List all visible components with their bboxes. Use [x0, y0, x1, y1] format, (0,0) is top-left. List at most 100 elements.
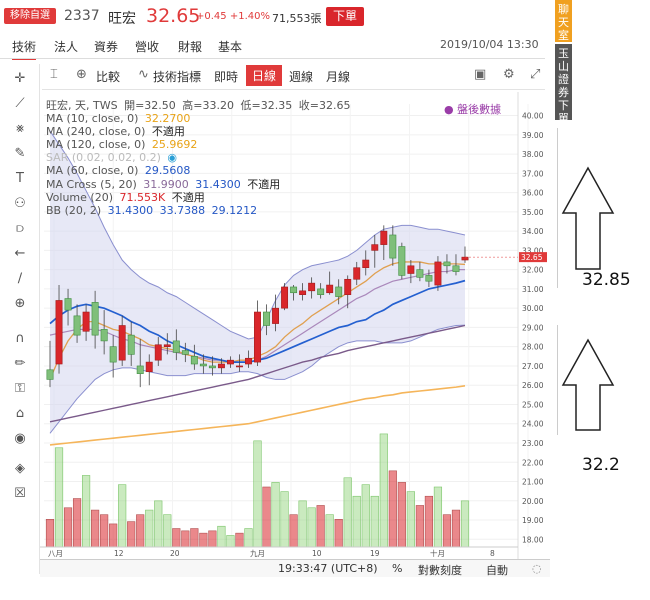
daily-button[interactable]: 日線 [246, 65, 283, 86]
legend-macross[interactable]: MA Cross (5, 20) 31.9900 31.4300 不適用 [46, 178, 353, 191]
tab-fundamentals[interactable]: 基本 [218, 40, 243, 54]
candle-body [91, 302, 99, 336]
fib-icon[interactable]: ⨳ [15, 121, 25, 136]
tab-revenue[interactable]: 營收 [135, 40, 160, 54]
y-tick-label: 29.00 [522, 323, 544, 332]
legend-ma60-value: 29.5608 [144, 164, 191, 178]
candle-body [217, 363, 225, 369]
candle-body [109, 346, 117, 363]
esun-order-link[interactable]: 玉山證券下單 [555, 44, 572, 125]
candle-body [136, 365, 144, 374]
volume-bar [397, 482, 406, 548]
clock-readout: 19:33:47 (UTC+8) [278, 562, 378, 575]
candle-body [416, 269, 424, 278]
monthly-button[interactable]: 月線 [326, 70, 351, 84]
crosshair-icon[interactable]: ✛ [14, 71, 26, 86]
price-chart[interactable]: 18.00 19.00 20.00 21.00 22.00 23.00 24.00 25.00… [40, 92, 550, 559]
lock-icon[interactable]: ⚿ [15, 381, 25, 396]
after-hours-badge[interactable]: ● 盤後數據 [444, 103, 502, 116]
volume-bar [271, 482, 280, 548]
candle-body [272, 307, 280, 324]
auto-scale-toggle[interactable]: 自動 [486, 564, 508, 577]
legend-sar[interactable]: SAR (0.02, 0.02, 0.2) ◉ [46, 151, 353, 164]
x-tick-label: 19 [370, 549, 380, 558]
trash-icon[interactable]: ☒ [14, 486, 26, 501]
lock-drawing-icon[interactable]: ✏ [14, 356, 26, 371]
x-tick-label: 九月 [250, 549, 265, 558]
indicator-icon[interactable]: ∿ [138, 67, 149, 82]
ruler-icon[interactable]: ∕ [17, 271, 23, 286]
tab-institutional[interactable]: 法人 [54, 40, 79, 54]
candle-body [245, 357, 252, 365]
legend-ma10-value: 32.2700 [144, 112, 191, 126]
eye-toggle-icon[interactable]: ◉ [167, 151, 178, 165]
chatroom-link[interactable]: 聊天室 [555, 0, 572, 42]
candle-body [181, 350, 189, 355]
volume-bar [442, 514, 452, 548]
volume-bar [406, 491, 415, 548]
y-tick-label: 30.00 [522, 304, 544, 313]
legend-ma120[interactable]: MA (120, close, 0) 25.9692 [46, 138, 353, 151]
legend-ma240-value: 不適用 [151, 125, 185, 139]
legend-ma60[interactable]: MA (60, close, 0) 29.5608 [46, 164, 353, 177]
volume-bar [361, 484, 370, 548]
volume-bar [370, 495, 379, 548]
up-arrow-icon [561, 166, 615, 270]
y-tick-label: 38.00 [522, 150, 544, 159]
indicators-button[interactable]: 技術指標 [153, 70, 202, 84]
gear-icon[interactable]: ⚙ [503, 67, 515, 82]
text-tool-icon[interactable]: T [16, 171, 24, 186]
tab-margin[interactable]: 資券 [94, 40, 119, 54]
tab-technical[interactable]: 技術 [12, 38, 37, 60]
remove-watchlist-button[interactable]: 移除自選 [4, 8, 56, 24]
y-tick-label: 33.00 [522, 246, 544, 255]
volume-bar [118, 484, 127, 548]
candle-body [443, 261, 451, 267]
volume-bar [262, 486, 271, 548]
tab-financials[interactable]: 財報 [178, 40, 203, 54]
percent-toggle[interactable]: % [392, 562, 403, 575]
chart-footer: 19:33:47 (UTC+8) % 對數刻度 自動 ◌ [40, 559, 550, 577]
trendline-icon[interactable]: ⟋ [15, 96, 25, 111]
legend-bb[interactable]: BB (20, 2) 31.4300 33.7388 29.1212 [46, 204, 353, 217]
volume-bar [433, 486, 443, 548]
log-scale-toggle[interactable]: 對數刻度 [418, 564, 462, 577]
candle-body [371, 244, 379, 251]
compare-add-icon[interactable]: ⊕ [76, 67, 87, 82]
fullscreen-icon[interactable]: ⤢ [530, 67, 541, 82]
settings-circle-icon[interactable]: ◌ [532, 562, 542, 575]
legend-volume[interactable]: Volume (20) 71.553K 不適用 [46, 191, 353, 204]
volume-bar [63, 507, 73, 548]
weekly-button[interactable]: 週線 [289, 70, 314, 84]
back-arrow-icon[interactable]: ← [14, 246, 26, 261]
zoom-in-icon[interactable]: ⊕ [14, 296, 26, 311]
legend-open: 開=32.50 [124, 99, 176, 112]
intraday-button[interactable]: 即時 [214, 70, 239, 84]
x-tick-label: 12 [114, 549, 124, 558]
candle-body [154, 344, 162, 361]
place-order-button[interactable]: 下單 [326, 7, 364, 26]
sidebar-divider [557, 325, 558, 435]
layers-icon[interactable]: ◈ [15, 461, 25, 476]
stock-name: 旺宏 [108, 11, 136, 27]
legend-ma120-label: MA (120, close, 0) [46, 138, 146, 152]
volume-bar [289, 514, 298, 548]
compare-button[interactable]: 比較 [96, 70, 121, 84]
candle-body [118, 325, 126, 361]
legend-ma240-label: MA (240, close, 0) [46, 125, 146, 139]
brush-icon[interactable]: ✎ [14, 146, 26, 161]
magnet-icon[interactable]: ∩ [15, 331, 25, 346]
forecast-icon[interactable]: ⫐ [16, 221, 24, 236]
candle-type-icon[interactable]: ⌶ [50, 67, 58, 82]
y-tick-label: 21.00 [522, 478, 544, 487]
eye-icon[interactable]: ◉ [14, 431, 26, 446]
legend-ma10[interactable]: MA (10, close, 0) 32.2700 [46, 112, 353, 125]
legend-ma240[interactable]: MA (240, close, 0) 不適用 [46, 125, 353, 138]
camera-icon[interactable]: ▣ [474, 67, 487, 82]
volume-bar [154, 500, 163, 548]
volume-bar [81, 475, 91, 548]
pattern-icon[interactable]: ⚇ [14, 196, 26, 211]
y-tick-label: 40.00 [522, 112, 544, 121]
unlock-icon[interactable]: ⌂ [15, 406, 25, 421]
candle-body [362, 259, 370, 269]
